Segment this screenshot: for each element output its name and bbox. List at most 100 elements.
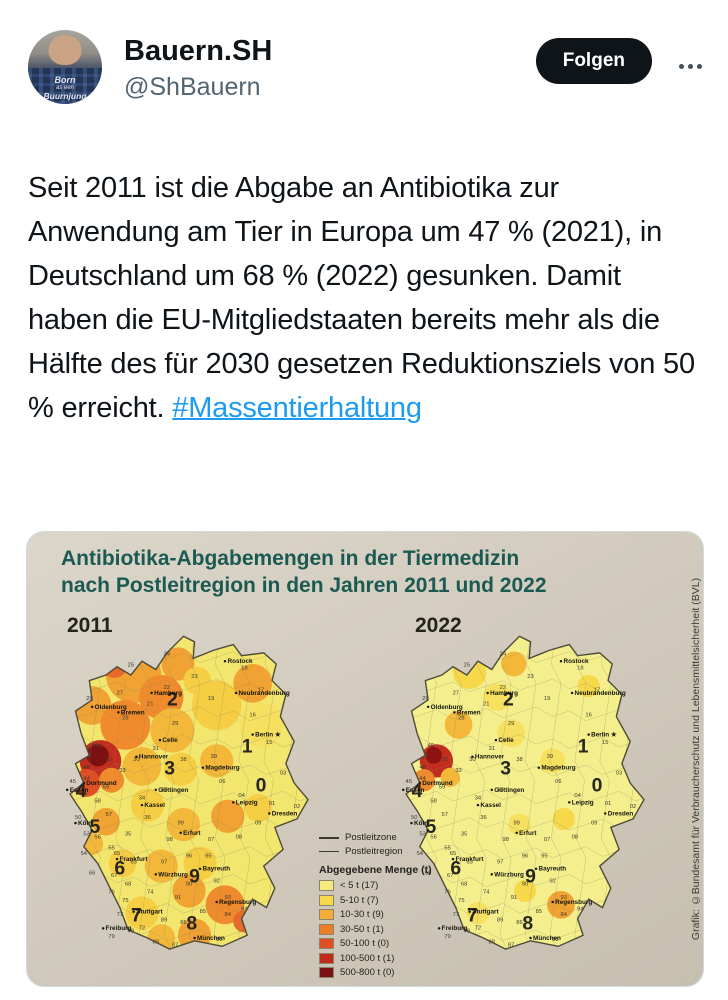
svg-text:26: 26	[422, 696, 428, 702]
svg-text:54: 54	[417, 851, 424, 857]
svg-text:München: München	[533, 935, 561, 942]
svg-text:27: 27	[453, 690, 459, 696]
svg-text:17: 17	[594, 688, 600, 694]
svg-text:Neubrandenburg: Neubrandenburg	[575, 690, 626, 697]
svg-text:44: 44	[83, 776, 90, 782]
svg-text:07: 07	[544, 837, 550, 843]
svg-text:56: 56	[430, 834, 436, 840]
svg-text:37: 37	[161, 787, 167, 793]
svg-text:75: 75	[122, 898, 128, 904]
svg-text:Oldenburg: Oldenburg	[431, 704, 463, 711]
svg-text:90: 90	[186, 881, 192, 887]
svg-text:68: 68	[461, 881, 467, 887]
legend-item: 5-10 t (7)	[319, 894, 471, 906]
author-block[interactable]: Bauern.SH @ShBauern	[124, 34, 272, 102]
svg-text:Frankfurt: Frankfurt	[120, 856, 149, 863]
svg-text:19: 19	[208, 696, 214, 702]
svg-text:79: 79	[444, 934, 450, 940]
svg-text:86: 86	[516, 920, 522, 926]
svg-text:1: 1	[242, 736, 253, 758]
follow-button[interactable]: Folgen	[535, 38, 652, 84]
svg-text:48: 48	[419, 765, 425, 771]
svg-text:59: 59	[103, 785, 109, 791]
svg-text:Köln: Köln	[78, 820, 92, 827]
svg-text:Rostock: Rostock	[227, 658, 253, 665]
svg-text:Würzburg: Würzburg	[494, 871, 524, 878]
svg-text:32: 32	[442, 757, 448, 763]
svg-text:93: 93	[561, 895, 567, 901]
svg-text:7: 7	[467, 904, 478, 926]
svg-text:Celle: Celle	[162, 737, 178, 744]
svg-text:01: 01	[269, 801, 275, 807]
svg-text:Leipzig: Leipzig	[236, 799, 258, 806]
svg-text:07: 07	[208, 837, 214, 843]
svg-text:39: 39	[547, 754, 553, 760]
svg-text:03: 03	[280, 771, 286, 777]
avatar[interactable]: Born as een Buurnjung	[28, 30, 102, 104]
svg-text:66: 66	[89, 870, 95, 876]
germany-map-2011: 25 24 23 22 21 27 26 28 29 19 18 17 16 15 30 31 38 39 32 33…	[39, 628, 339, 974]
more-options-icon[interactable]	[673, 50, 704, 80]
svg-text:91: 91	[511, 895, 517, 901]
infographic-title: Antibiotika-Abgabemengen in der Tiermedi…	[61, 545, 547, 599]
author-name[interactable]: Bauern.SH	[124, 35, 273, 67]
svg-text:53: 53	[419, 832, 425, 838]
svg-text:97: 97	[161, 859, 167, 865]
svg-text:9: 9	[189, 866, 200, 888]
svg-text:Berlin ★: Berlin ★	[255, 732, 281, 739]
svg-text:Stuttgart: Stuttgart	[472, 909, 499, 916]
svg-text:27: 27	[117, 690, 123, 696]
svg-text:57: 57	[442, 812, 448, 818]
svg-text:08: 08	[572, 834, 578, 840]
tweet-image[interactable]: Antibiotika-Abgabemengen in der Tiermedi…	[26, 531, 704, 987]
svg-text:München: München	[197, 935, 225, 942]
svg-text:7: 7	[131, 904, 142, 926]
svg-text:5: 5	[425, 816, 436, 838]
svg-text:63: 63	[466, 859, 472, 865]
svg-text:49: 49	[428, 743, 434, 749]
svg-text:30: 30	[133, 757, 139, 763]
svg-text:44: 44	[419, 776, 426, 782]
hashtag-link[interactable]: #Massentierhaltung	[172, 392, 422, 424]
svg-text:3: 3	[500, 758, 511, 780]
svg-text:1: 1	[578, 736, 589, 758]
image-credit: Grafik: ©Bundesamt für Verbraucherschutz…	[690, 577, 702, 941]
svg-text:57: 57	[106, 812, 112, 818]
svg-text:Frankfurt: Frankfurt	[456, 856, 485, 863]
svg-text:48: 48	[83, 765, 89, 771]
svg-text:88: 88	[153, 940, 159, 946]
svg-text:Dortmund: Dortmund	[86, 780, 116, 787]
svg-text:35: 35	[125, 832, 131, 838]
svg-text:22: 22	[500, 685, 506, 691]
svg-text:09: 09	[255, 821, 261, 827]
svg-text:99: 99	[177, 821, 183, 827]
svg-text:89: 89	[497, 917, 503, 923]
svg-text:Bremen: Bremen	[457, 709, 481, 716]
legend-item: 50-100 t (0)	[319, 938, 471, 949]
svg-text:17: 17	[258, 688, 264, 694]
svg-text:8: 8	[522, 913, 533, 935]
map-legend: Postleitzone Postleitregion Abgegebene Me…	[319, 832, 471, 982]
svg-text:74: 74	[147, 890, 154, 896]
svg-text:Neubrandenburg: Neubrandenburg	[239, 690, 290, 697]
svg-text:6: 6	[450, 857, 461, 879]
svg-text:Bremen: Bremen	[121, 709, 145, 716]
svg-text:21: 21	[483, 702, 489, 708]
svg-text:Freiburg: Freiburg	[106, 925, 132, 932]
svg-text:39: 39	[211, 754, 217, 760]
svg-text:75: 75	[458, 898, 464, 904]
svg-text:25: 25	[128, 663, 134, 669]
svg-text:38: 38	[180, 757, 186, 763]
svg-text:Essen: Essen	[406, 787, 425, 794]
svg-text:95: 95	[205, 854, 211, 860]
svg-text:9: 9	[525, 866, 536, 888]
svg-text:74: 74	[483, 890, 490, 896]
svg-text:15: 15	[602, 740, 608, 746]
svg-text:Dresden: Dresden	[608, 810, 634, 817]
svg-text:96: 96	[522, 854, 528, 860]
tweet-header: Born as een Buurnjung Bauern.SH @ShBauer…	[0, 28, 728, 118]
map-year-label-2022: 2022	[415, 614, 462, 637]
svg-text:32: 32	[106, 757, 112, 763]
svg-text:Hannover: Hannover	[139, 754, 169, 761]
svg-text:78: 78	[464, 928, 470, 934]
